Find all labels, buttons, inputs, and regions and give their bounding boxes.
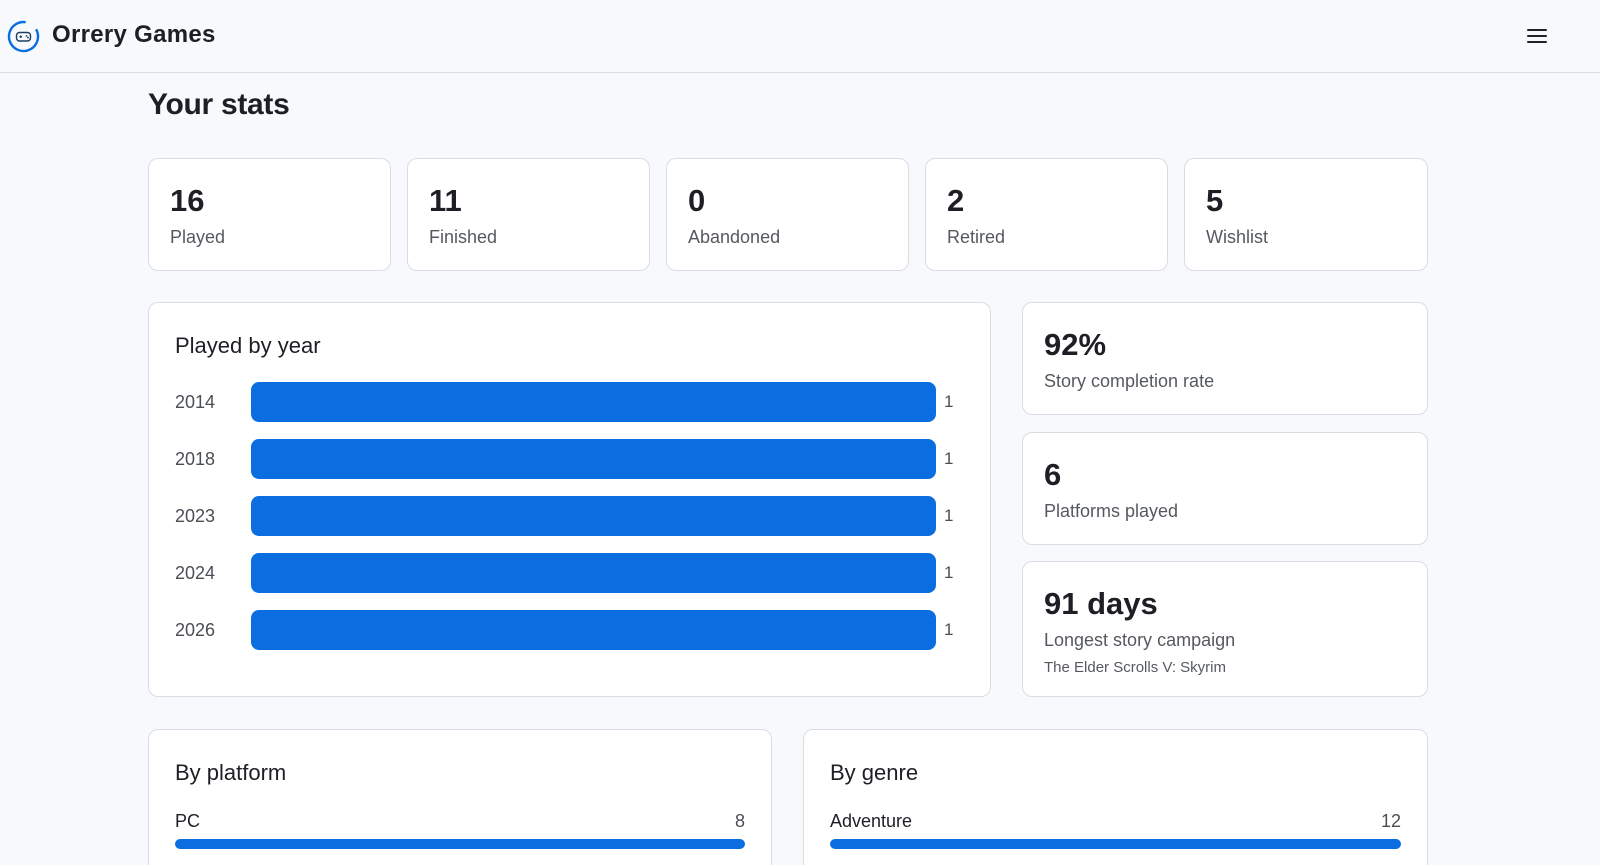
stat-card-played: 16 Played <box>148 158 391 271</box>
menu-icon-line <box>1527 41 1547 43</box>
gamepad-icon[interactable] <box>7 20 40 53</box>
year-bar <box>251 382 936 422</box>
played-by-year-title: Played by year <box>175 333 321 358</box>
year-count: 1 <box>944 392 954 411</box>
by-platform-title: By platform <box>175 760 287 785</box>
stat-value: 0 <box>688 183 706 218</box>
stat-value: 6 <box>1044 457 1062 492</box>
genre-label: Adventure <box>830 811 913 831</box>
stat-value: 5 <box>1206 183 1224 218</box>
by-genre-title: By genre <box>830 760 919 785</box>
stat-label: Story completion rate <box>1044 371 1215 391</box>
stat-label: Wishlist <box>1206 227 1268 247</box>
app-name[interactable]: Orrery Games <box>52 21 216 48</box>
menu-icon-line <box>1527 35 1547 37</box>
hamburger-menu-icon <box>1527 29 1547 31</box>
by-genre-card: By genre Adventure 12 <box>803 729 1428 865</box>
stat-label: Platforms played <box>1044 501 1179 521</box>
stat-value: 16 <box>170 183 205 218</box>
year-bar <box>251 610 936 650</box>
stat-card-abandoned: 0 Abandoned <box>666 158 909 271</box>
year-row: 2026 1 <box>149 610 990 650</box>
genre-bar <box>830 839 1401 849</box>
played-by-year-card: Played by year 2014 1 2018 1 2023 1 2024… <box>148 302 991 697</box>
year-bar <box>251 439 936 479</box>
year-count: 1 <box>944 449 954 468</box>
stat-card-finished: 11 Finished <box>407 158 650 271</box>
top-bar: Orrery Games <box>0 0 1600 73</box>
completion-rate-card: 92% Story completion rate <box>1022 302 1428 415</box>
year-label: 2023 <box>175 506 216 526</box>
stat-card-retired: 2 Retired <box>925 158 1168 271</box>
stat-card-wishlist: 5 Wishlist <box>1184 158 1428 271</box>
by-platform-card: By platform PC 8 <box>148 729 772 865</box>
stat-label: Longest story campaign <box>1044 630 1236 650</box>
year-label: 2026 <box>175 620 216 640</box>
year-label: 2024 <box>175 563 216 583</box>
year-row: 2024 1 <box>149 553 990 593</box>
year-row: 2014 1 <box>149 382 990 422</box>
year-count: 1 <box>944 563 954 582</box>
stat-label: Retired <box>947 227 1006 247</box>
stat-value: 2 <box>947 183 965 218</box>
year-label: 2018 <box>175 449 216 469</box>
stat-sub-label: The Elder Scrolls V: Skyrim <box>1044 659 1226 676</box>
page-title: Your stats <box>148 88 290 121</box>
stat-value: 92% <box>1044 327 1107 362</box>
platform-bar <box>175 839 745 849</box>
menu-button[interactable] <box>1524 24 1552 48</box>
year-row: 2018 1 <box>149 439 990 479</box>
stat-label: Abandoned <box>688 227 781 247</box>
platform-count: 8 <box>734 811 745 831</box>
genre-count: 12 <box>1380 811 1401 831</box>
year-bar <box>251 496 936 536</box>
longest-campaign-card: 91 days Longest story campaign The Elder… <box>1022 561 1428 697</box>
platform-label: PC <box>175 811 201 831</box>
stat-value: 91 days <box>1044 586 1158 621</box>
year-count: 1 <box>944 506 954 525</box>
stat-label: Finished <box>429 227 498 247</box>
year-bar <box>251 553 936 593</box>
year-row: 2023 1 <box>149 496 990 536</box>
year-label: 2014 <box>175 392 216 412</box>
stat-value: 11 <box>429 183 462 218</box>
stat-label: Played <box>170 227 226 247</box>
year-count: 1 <box>944 620 954 639</box>
platforms-played-card: 6 Platforms played <box>1022 432 1428 545</box>
